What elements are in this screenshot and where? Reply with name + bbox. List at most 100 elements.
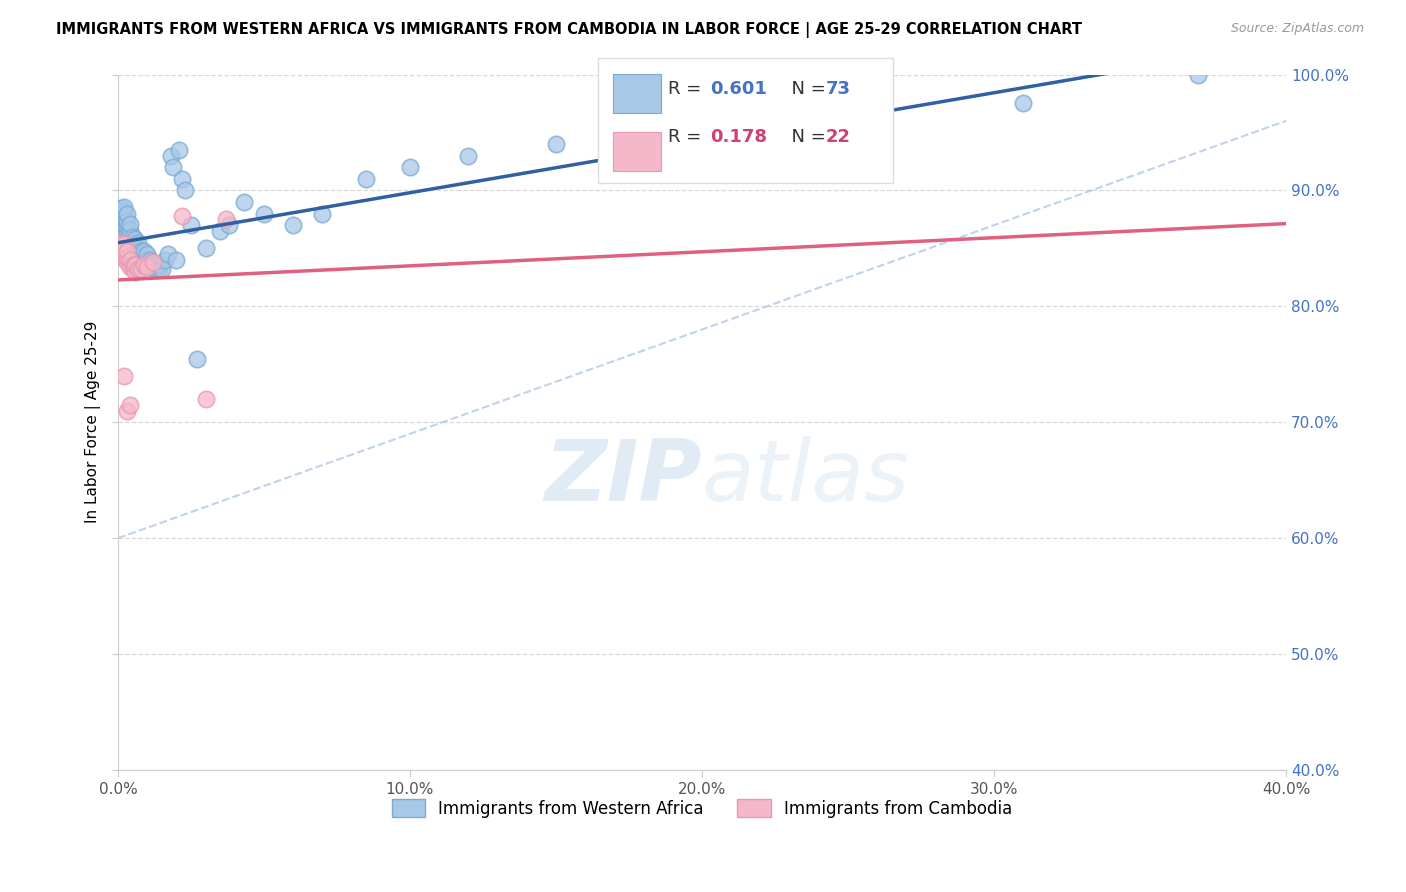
- Point: [121, 258, 143, 272]
- Point: [118, 236, 141, 251]
- Point: [112, 200, 135, 214]
- Point: [121, 262, 143, 277]
- Point: [112, 368, 135, 383]
- Point: [232, 194, 254, 209]
- Point: [150, 262, 173, 277]
- Legend: Immigrants from Western Africa, Immigrants from Cambodia: Immigrants from Western Africa, Immigran…: [385, 793, 1019, 824]
- Point: [124, 246, 146, 260]
- Point: [121, 235, 143, 250]
- Point: [115, 223, 138, 237]
- Point: [115, 218, 138, 232]
- Point: [186, 351, 208, 366]
- Point: [134, 258, 156, 272]
- Point: [124, 232, 146, 246]
- Point: [118, 260, 141, 274]
- Text: ZIP: ZIP: [544, 436, 702, 519]
- Text: R =: R =: [668, 128, 707, 145]
- Point: [1012, 96, 1035, 111]
- Point: [124, 258, 146, 272]
- Point: [131, 244, 153, 258]
- Point: [690, 120, 713, 134]
- Point: [544, 137, 567, 152]
- Point: [112, 251, 135, 265]
- Point: [153, 252, 176, 267]
- Point: [115, 251, 138, 265]
- Point: [118, 217, 141, 231]
- Point: [118, 232, 141, 246]
- Point: [112, 236, 135, 251]
- Point: [1187, 68, 1209, 82]
- Point: [142, 255, 165, 269]
- Point: [110, 235, 132, 250]
- Point: [127, 246, 149, 260]
- Point: [457, 149, 479, 163]
- Point: [115, 213, 138, 227]
- Point: [110, 212, 132, 227]
- Text: atlas: atlas: [702, 436, 910, 519]
- Point: [283, 218, 305, 232]
- Point: [136, 252, 159, 267]
- Point: [169, 143, 191, 157]
- Y-axis label: In Labor Force | Age 25-29: In Labor Force | Age 25-29: [86, 321, 101, 524]
- Point: [139, 252, 162, 267]
- Point: [148, 258, 170, 272]
- Point: [180, 218, 202, 232]
- Point: [112, 218, 135, 232]
- Point: [110, 201, 132, 215]
- Text: N =: N =: [780, 128, 832, 145]
- Point: [124, 241, 146, 255]
- Text: 22: 22: [825, 128, 851, 145]
- Text: 0.178: 0.178: [710, 128, 768, 145]
- Point: [145, 258, 167, 272]
- Point: [174, 183, 197, 197]
- Point: [136, 260, 159, 274]
- Point: [121, 241, 143, 255]
- Point: [115, 227, 138, 242]
- Point: [124, 236, 146, 251]
- Text: 73: 73: [825, 80, 851, 98]
- Point: [139, 260, 162, 274]
- Point: [136, 247, 159, 261]
- Text: IMMIGRANTS FROM WESTERN AFRICA VS IMMIGRANTS FROM CAMBODIA IN LABOR FORCE | AGE : IMMIGRANTS FROM WESTERN AFRICA VS IMMIGR…: [56, 22, 1083, 38]
- Point: [172, 209, 194, 223]
- Point: [118, 227, 141, 242]
- Point: [112, 212, 135, 227]
- Point: [131, 262, 153, 277]
- Point: [115, 232, 138, 246]
- Point: [118, 223, 141, 237]
- Point: [148, 262, 170, 277]
- Point: [124, 264, 146, 278]
- Point: [142, 255, 165, 269]
- Text: 0.601: 0.601: [710, 80, 766, 98]
- Point: [134, 244, 156, 258]
- Point: [127, 235, 149, 250]
- Point: [115, 244, 138, 258]
- Point: [165, 252, 187, 267]
- Point: [110, 206, 132, 220]
- Point: [162, 161, 184, 175]
- Point: [142, 261, 165, 276]
- Point: [118, 398, 141, 412]
- Text: R =: R =: [668, 80, 707, 98]
- Point: [156, 247, 179, 261]
- Point: [121, 229, 143, 244]
- Point: [215, 212, 238, 227]
- Point: [134, 251, 156, 265]
- Point: [115, 403, 138, 417]
- Point: [209, 224, 232, 238]
- Point: [145, 262, 167, 277]
- Point: [311, 206, 333, 220]
- Point: [110, 244, 132, 258]
- Point: [127, 262, 149, 277]
- Point: [118, 252, 141, 267]
- Point: [837, 108, 859, 122]
- Text: Source: ZipAtlas.com: Source: ZipAtlas.com: [1230, 22, 1364, 36]
- Point: [127, 241, 149, 255]
- Point: [112, 209, 135, 223]
- Point: [253, 206, 276, 220]
- Point: [194, 392, 217, 406]
- Point: [131, 248, 153, 262]
- Point: [218, 218, 240, 232]
- Point: [115, 206, 138, 220]
- Point: [127, 251, 149, 265]
